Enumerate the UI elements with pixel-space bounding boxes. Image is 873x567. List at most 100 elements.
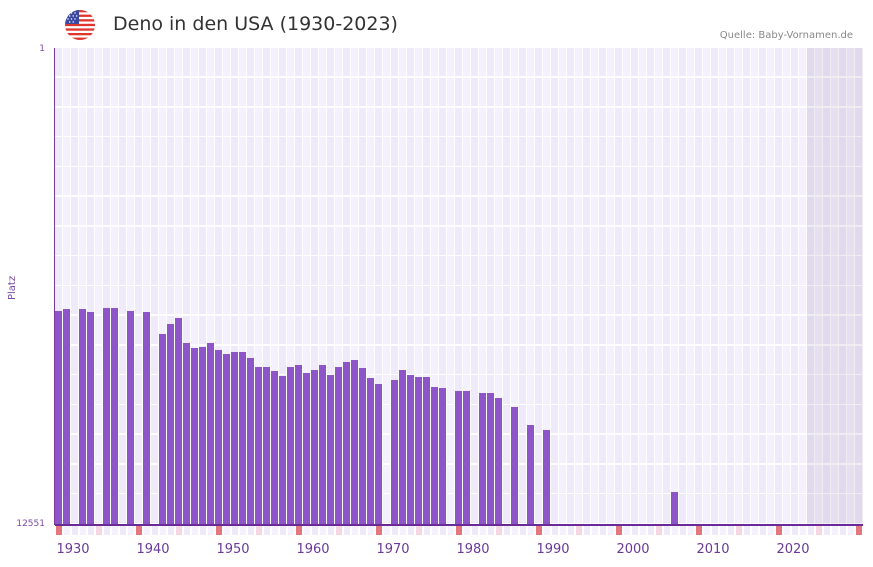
grid-cell xyxy=(95,375,102,404)
year-tick xyxy=(568,526,574,535)
bar-1982[interactable] xyxy=(487,392,494,524)
grid-cell xyxy=(823,464,830,493)
bar-1939[interactable] xyxy=(143,311,150,524)
grid-cell xyxy=(447,137,454,166)
bar-1964[interactable] xyxy=(343,361,350,524)
grid-cell xyxy=(615,375,622,404)
bar-1983[interactable] xyxy=(495,397,502,524)
grid-cell xyxy=(719,286,726,315)
bar-1954[interactable] xyxy=(263,366,270,524)
grid-cell xyxy=(655,226,662,255)
grid-cell xyxy=(167,48,174,77)
grid-cell xyxy=(847,107,854,136)
grid-cell xyxy=(175,48,182,77)
bar-1948[interactable] xyxy=(215,349,222,524)
grid-cell xyxy=(727,137,734,166)
grid-cell xyxy=(255,196,262,225)
bar-1941[interactable] xyxy=(159,333,166,524)
bar-1937[interactable] xyxy=(127,310,134,524)
bar-1928[interactable] xyxy=(55,310,62,524)
grid-cell xyxy=(351,167,358,196)
grid-cell xyxy=(575,405,582,434)
grid-cell xyxy=(815,107,822,136)
grid-cell xyxy=(607,434,614,463)
grid-cell xyxy=(399,167,406,196)
bar-1966[interactable] xyxy=(359,367,366,524)
grid-cell xyxy=(647,375,654,404)
grid-cell xyxy=(503,464,510,493)
grid-cell xyxy=(583,434,590,463)
grid-cell xyxy=(831,286,838,315)
bar-1957[interactable] xyxy=(287,366,294,524)
bar-1981[interactable] xyxy=(479,392,486,524)
grid-cell xyxy=(663,226,670,255)
bar-1949[interactable] xyxy=(223,353,230,524)
bar-1952[interactable] xyxy=(247,357,254,524)
bar-1971[interactable] xyxy=(399,369,406,524)
bar-1935[interactable] xyxy=(111,307,118,524)
bar-1962[interactable] xyxy=(327,374,334,524)
grid-cell xyxy=(687,315,694,344)
bar-1945[interactable] xyxy=(191,347,198,524)
bar-1931[interactable] xyxy=(79,308,86,524)
bar-1956[interactable] xyxy=(279,375,286,524)
bar-1965[interactable] xyxy=(351,359,358,524)
grid-cell xyxy=(743,256,750,285)
grid-cell xyxy=(815,167,822,196)
grid-cell xyxy=(823,77,830,106)
grid-cell xyxy=(167,77,174,106)
bar-1974[interactable] xyxy=(423,376,430,524)
bar-1979[interactable] xyxy=(463,390,470,524)
grid-cell xyxy=(775,107,782,136)
bar-1953[interactable] xyxy=(255,366,262,524)
bar-1944[interactable] xyxy=(183,342,190,524)
bar-1973[interactable] xyxy=(415,376,422,524)
bar-2005[interactable] xyxy=(671,491,678,524)
bar-1961[interactable] xyxy=(319,364,326,524)
grid-cell xyxy=(479,107,486,136)
year-tick xyxy=(248,526,254,535)
bar-1950[interactable] xyxy=(231,351,238,524)
bar-1958[interactable] xyxy=(295,364,302,524)
bar-1976[interactable] xyxy=(439,387,446,524)
bar-1959[interactable] xyxy=(303,372,310,524)
bar-1960[interactable] xyxy=(311,369,318,524)
grid-cell xyxy=(151,48,158,77)
grid-cell xyxy=(351,315,358,344)
grid-cell xyxy=(775,315,782,344)
grid-cell xyxy=(391,345,398,374)
bar-1932[interactable] xyxy=(87,311,94,524)
grid-cell xyxy=(119,107,126,136)
bar-1963[interactable] xyxy=(335,366,342,524)
grid-cell xyxy=(727,315,734,344)
grid-cell xyxy=(759,196,766,225)
grid-cell xyxy=(399,107,406,136)
year-tick xyxy=(616,526,622,535)
grid-cell xyxy=(359,196,366,225)
grid-cell xyxy=(847,315,854,344)
bar-1943[interactable] xyxy=(175,317,182,524)
bar-1942[interactable] xyxy=(167,323,174,524)
bar-1987[interactable] xyxy=(527,424,534,524)
bar-1975[interactable] xyxy=(431,386,438,524)
bar-1985[interactable] xyxy=(511,406,518,524)
bar-1978[interactable] xyxy=(455,390,462,524)
bar-1947[interactable] xyxy=(207,342,214,524)
bar-1968[interactable] xyxy=(375,383,382,524)
grid-cell xyxy=(135,107,142,136)
bar-1955[interactable] xyxy=(271,370,278,524)
bar-1934[interactable] xyxy=(103,307,110,524)
bar-1970[interactable] xyxy=(391,379,398,524)
grid-cell xyxy=(383,405,390,434)
bar-1929[interactable] xyxy=(63,308,70,524)
source-link[interactable]: Quelle: Baby-Vornamen.de xyxy=(719,30,853,41)
grid-cell xyxy=(463,77,470,106)
bar-1989[interactable] xyxy=(543,429,550,524)
bar-1946[interactable] xyxy=(199,346,206,524)
bar-1951[interactable] xyxy=(239,351,246,524)
grid-cell xyxy=(295,137,302,166)
bar-1972[interactable] xyxy=(407,374,414,524)
grid-cell xyxy=(175,77,182,106)
grid-cell xyxy=(143,107,150,136)
bar-1967[interactable] xyxy=(367,377,374,524)
